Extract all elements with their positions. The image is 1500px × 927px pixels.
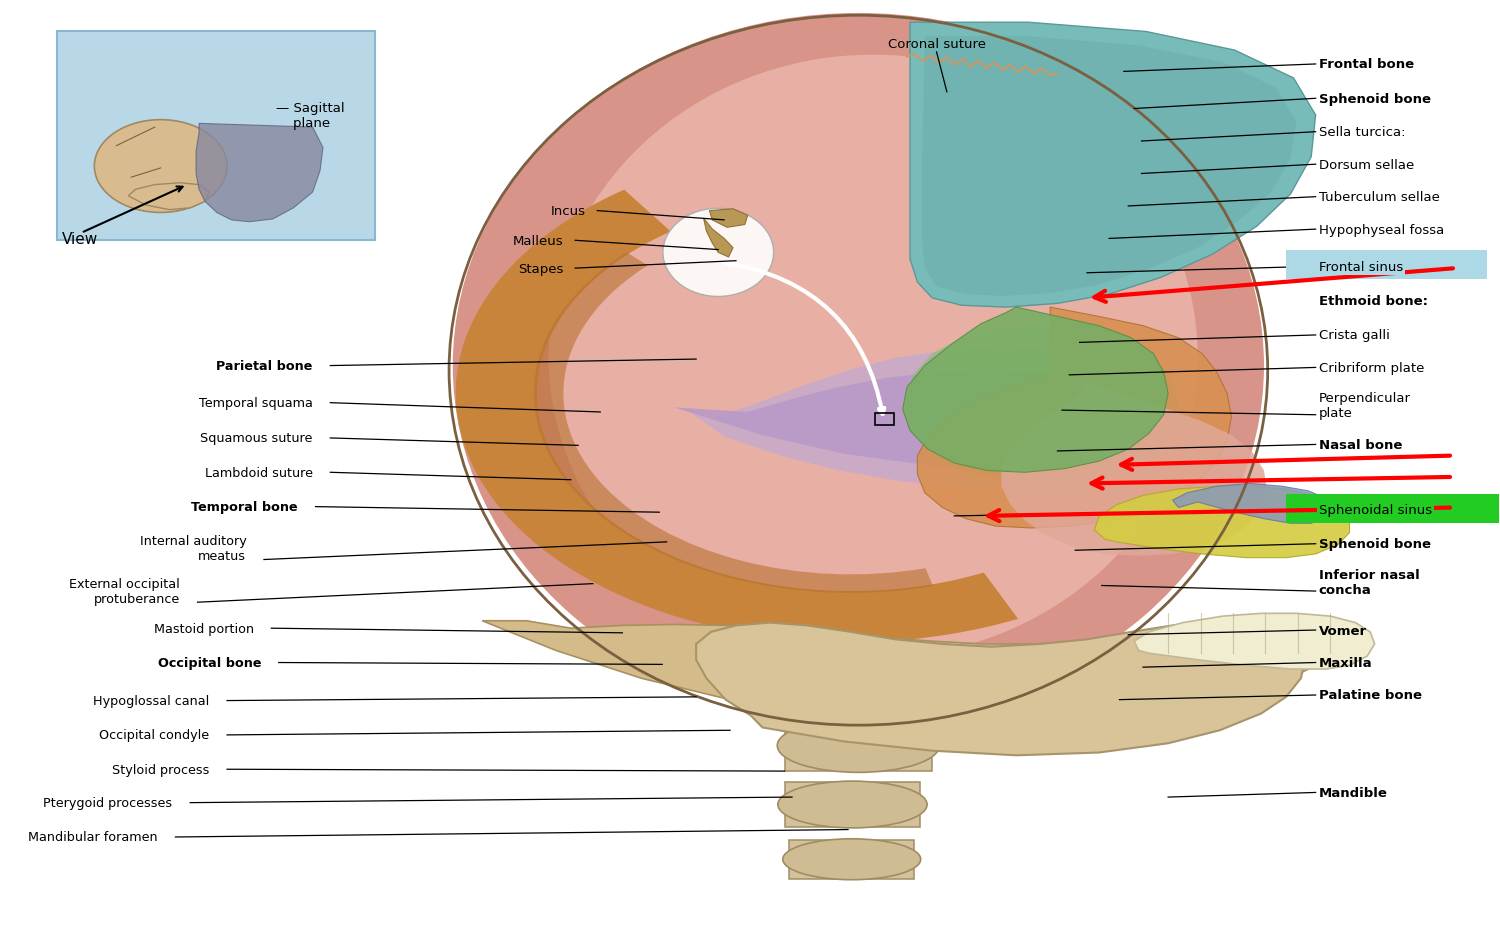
Text: Cribriform plate: Cribriform plate — [1318, 362, 1424, 375]
Wedge shape — [456, 190, 1019, 642]
Text: Tuberculum sellae: Tuberculum sellae — [1318, 191, 1440, 204]
Polygon shape — [784, 782, 921, 827]
Text: Sphenoid bone: Sphenoid bone — [1318, 538, 1431, 551]
Text: Temporal bone: Temporal bone — [192, 501, 298, 514]
Text: Stapes: Stapes — [518, 262, 564, 275]
Text: Mandible: Mandible — [1318, 786, 1388, 799]
Polygon shape — [1173, 484, 1332, 524]
Polygon shape — [710, 210, 747, 228]
Text: Parietal bone: Parietal bone — [216, 360, 312, 373]
Polygon shape — [1002, 382, 1268, 556]
Ellipse shape — [663, 209, 774, 297]
Text: Hypoglossal canal: Hypoglossal canal — [93, 694, 210, 707]
Text: Maxilla: Maxilla — [1318, 656, 1372, 669]
Polygon shape — [129, 184, 210, 210]
Text: Coronal suture: Coronal suture — [888, 38, 986, 51]
Text: Palatine bone: Palatine bone — [1318, 689, 1422, 702]
Wedge shape — [534, 253, 933, 593]
Text: Lambdoid suture: Lambdoid suture — [204, 466, 312, 479]
Polygon shape — [674, 371, 1158, 473]
Text: Inferior nasal
concha: Inferior nasal concha — [1318, 568, 1419, 596]
Polygon shape — [483, 621, 1335, 728]
Text: Incus: Incus — [550, 205, 585, 218]
Ellipse shape — [453, 14, 1264, 718]
Text: Nasal bone: Nasal bone — [1318, 438, 1402, 451]
Text: Squamous suture: Squamous suture — [201, 432, 312, 445]
Text: — Sagittal
    plane: — Sagittal plane — [276, 102, 345, 130]
Polygon shape — [918, 308, 1232, 528]
Text: Dorsum sellae: Dorsum sellae — [1318, 159, 1414, 171]
Polygon shape — [704, 219, 734, 258]
Text: Mastoid portion: Mastoid portion — [153, 622, 254, 635]
FancyBboxPatch shape — [57, 32, 375, 241]
Text: Hypophyseal fossa: Hypophyseal fossa — [1318, 223, 1444, 236]
Text: Frontal bone: Frontal bone — [1318, 58, 1413, 71]
Bar — [874, 413, 894, 425]
Text: Perpendicular
plate: Perpendicular plate — [1318, 392, 1410, 420]
Polygon shape — [1095, 487, 1350, 558]
Polygon shape — [908, 326, 1179, 484]
Text: Vomer: Vomer — [1318, 624, 1366, 637]
Text: Styloid process: Styloid process — [112, 763, 210, 776]
Polygon shape — [696, 623, 1305, 756]
Ellipse shape — [778, 781, 927, 828]
Polygon shape — [784, 720, 932, 771]
Ellipse shape — [549, 56, 1197, 658]
Text: Occipital bone: Occipital bone — [158, 656, 261, 669]
Polygon shape — [910, 23, 1316, 308]
Text: Frontal sinus: Frontal sinus — [1318, 260, 1402, 273]
Text: Sphenoid bone: Sphenoid bone — [1318, 93, 1431, 106]
Ellipse shape — [94, 121, 226, 213]
Text: Occipital condyle: Occipital condyle — [99, 729, 210, 742]
Text: Sella turcica:: Sella turcica: — [1318, 126, 1406, 139]
Ellipse shape — [783, 839, 921, 880]
Text: View: View — [62, 232, 98, 247]
Polygon shape — [686, 348, 1176, 489]
FancyBboxPatch shape — [1286, 250, 1486, 280]
Polygon shape — [903, 308, 1168, 473]
Polygon shape — [922, 37, 1296, 297]
Polygon shape — [789, 840, 915, 879]
Text: Sphenoidal sinus: Sphenoidal sinus — [1318, 503, 1431, 516]
Text: Crista galli: Crista galli — [1318, 329, 1389, 342]
Text: Temporal squama: Temporal squama — [198, 397, 312, 410]
Text: External occipital
protuberance: External occipital protuberance — [69, 578, 180, 605]
Text: Ethmoid bone:: Ethmoid bone: — [1318, 295, 1428, 308]
Text: Pterygoid processes: Pterygoid processes — [44, 796, 172, 809]
Text: Malleus: Malleus — [513, 235, 564, 248]
Ellipse shape — [777, 719, 939, 772]
Polygon shape — [1134, 614, 1374, 669]
FancyBboxPatch shape — [1286, 494, 1498, 524]
Text: Mandibular foramen: Mandibular foramen — [28, 831, 158, 844]
Text: Internal auditory
meatus: Internal auditory meatus — [140, 535, 246, 563]
Polygon shape — [196, 124, 322, 222]
